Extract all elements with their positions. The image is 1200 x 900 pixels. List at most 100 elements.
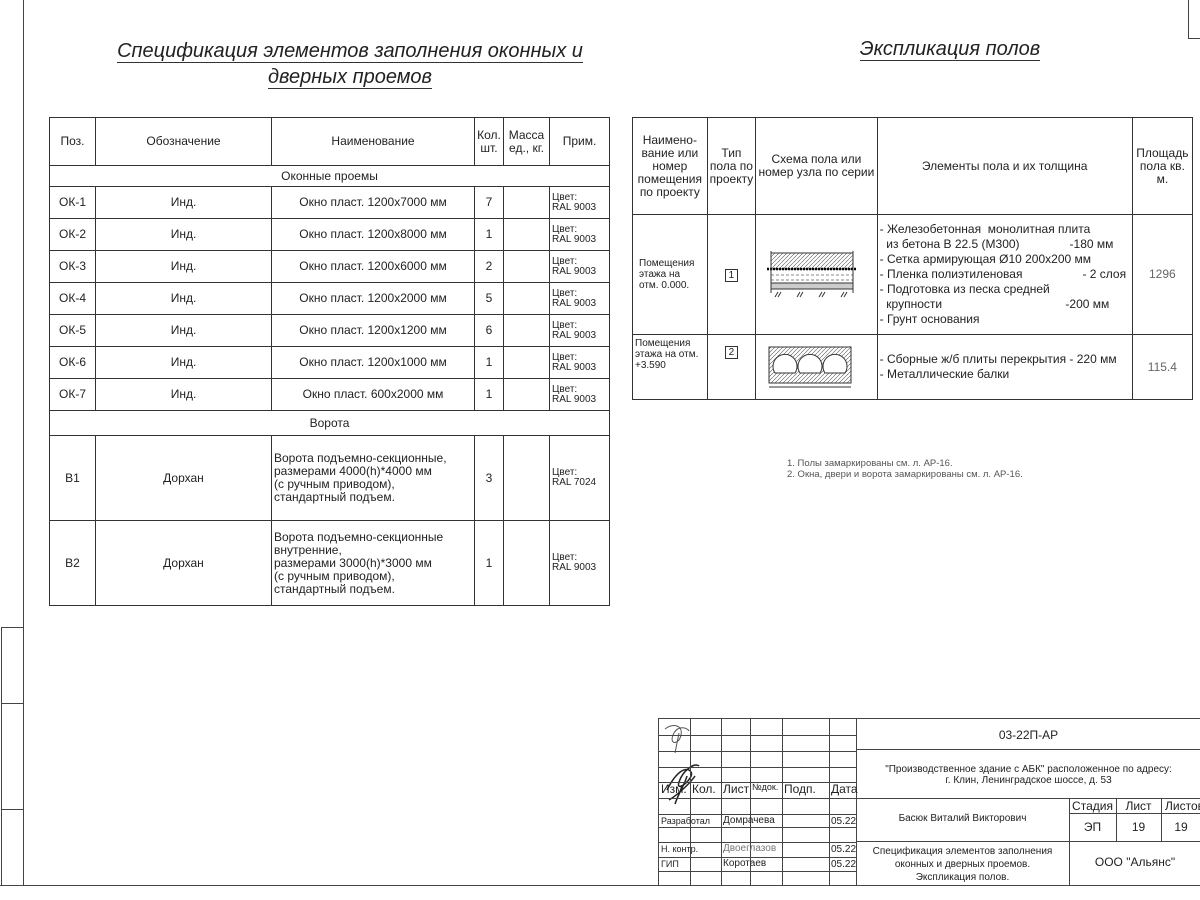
cell-note: Цвет: RAL 9003 <box>549 346 610 379</box>
stamp-text: Спецификация элементов заполнения <box>872 846 1053 857</box>
cell-name: Окно пласт. 1200х2000 мм <box>271 282 475 315</box>
stamp-text: Листов <box>1165 799 1200 813</box>
title-block: Изм. Кол. Лист №док. Подп. Дата Разработал Домр… <box>658 718 1200 886</box>
stamp-text: Басюк Виталий Викторович <box>898 813 1027 824</box>
cell-code: Инд. <box>95 378 272 411</box>
stamp-text: "Производственное здание с АБК" располож… <box>885 764 1172 775</box>
cell-qty: 7 <box>474 186 504 219</box>
notes: 1. Полы замаркированы см. л. АР-16. 2. Ок… <box>787 458 1023 480</box>
table-header: Наимено-вание или номер помещения по про… <box>632 117 1194 215</box>
stamp-text: ЭП <box>1083 820 1102 834</box>
cell-note: Цвет: RAL 9003 <box>549 520 610 606</box>
stamp-text: 03-22П-АР <box>998 728 1059 742</box>
cell-qty: 1 <box>474 218 504 251</box>
column-header: №док. <box>752 782 779 792</box>
section-gates: Ворота <box>49 410 610 436</box>
role: ГИП <box>661 859 679 869</box>
table-row: ОК-6 Инд. Окно пласт. 1200х1000 мм 1 Цвет: RA… <box>49 346 610 379</box>
cell-code: Инд. <box>95 346 272 379</box>
cell-qty: 2 <box>474 250 504 283</box>
cell-qty: 6 <box>474 314 504 347</box>
stamp-text: Экспликация полов. <box>915 872 1010 883</box>
cell-pos: ОК-3 <box>49 250 96 283</box>
cell-name: Окно пласт. 1200х1200 мм <box>271 314 475 347</box>
column-header: Лист <box>723 782 750 796</box>
cell-name: Окно пласт. 1200х6000 мм <box>271 250 475 283</box>
cell-qty: 1 <box>474 346 504 379</box>
floors-table: Наимено-вание или номер помещения по про… <box>632 117 1194 400</box>
stamp-text: оконных и дверных проемов. <box>894 859 1031 870</box>
cell-code: Инд. <box>95 218 272 251</box>
cell-name: Окно пласт. 1200х1000 мм <box>271 346 475 379</box>
cell-code: Дорхан <box>95 435 272 521</box>
cell-elements: - Железобетонная монолитная плита из бет… <box>876 214 1133 335</box>
name: Коротаев <box>723 858 767 869</box>
role: Разработал <box>661 816 710 826</box>
floor-type-badge: 2 <box>724 346 739 359</box>
cell-qty: 1 <box>474 378 504 411</box>
cell-pos: ОК-6 <box>49 346 96 379</box>
cell-note: Цвет: RAL 9003 <box>549 282 610 315</box>
cell-pos: ОК-5 <box>49 314 96 347</box>
table-row: ОК-1 Инд. Окно пласт. 1200х7000 мм 7 Цвет: RA… <box>49 186 610 219</box>
floor-scheme-2 <box>768 346 852 387</box>
cell-mass <box>503 282 550 315</box>
table-header: Поз. Обозначение Наименование Кол. шт. Масса… <box>49 117 610 166</box>
name: Двоеглазов <box>723 843 777 854</box>
company: ООО "Альянс" <box>1094 855 1176 869</box>
spec-title: Спецификация элементов заполнения оконны… <box>117 40 583 89</box>
cell-mass <box>503 346 550 379</box>
frame-border <box>23 0 24 885</box>
stamp-text: Лист <box>1125 799 1152 813</box>
stamp-text: Стадия <box>1072 799 1113 813</box>
cell-code: Инд. <box>95 250 272 283</box>
spec-table: Поз. Обозначение Наименование Кол. шт. Масса… <box>49 117 610 606</box>
column-header: Изм. <box>661 782 687 796</box>
cell-qty: 3 <box>474 435 504 521</box>
cell-name: Ворота подъемно-секционные внутренние, раз… <box>271 520 475 606</box>
side-stamp <box>1 627 2 885</box>
table-row: ОК-7 Инд. Окно пласт. 600х2000 мм 1 Цвет: RAL… <box>49 378 610 411</box>
cell-name: Окно пласт. 1200х7000 мм <box>271 186 475 219</box>
cell-pos: ОК-2 <box>49 218 96 251</box>
cell-pos: ОК-1 <box>49 186 96 219</box>
cell-mass <box>503 250 550 283</box>
floors-title: Экспликация полов <box>859 38 1041 61</box>
table-row: Помещения этажа на отм. +3.590 2 - Сборные… <box>632 334 1194 400</box>
name: Домрачева <box>723 815 775 826</box>
floor-scheme-1 <box>767 251 858 298</box>
table-row: В1 Дорхан Ворота подъемно-секционные, разме… <box>49 435 610 521</box>
cell-pos: В1 <box>49 435 96 521</box>
column-header: Кол. <box>692 782 716 796</box>
cell-qty: 5 <box>474 282 504 315</box>
cell-mass <box>503 218 550 251</box>
table-row: ОК-5 Инд. Окно пласт. 1200х1200 мм 6 Цвет: RA… <box>49 314 610 347</box>
cell-pos: ОК-4 <box>49 282 96 315</box>
date: 05.22 <box>831 816 857 827</box>
table-row: ОК-4 Инд. Окно пласт. 1200х2000 мм 5 Цвет: RA… <box>49 282 610 315</box>
cell-name: Окно пласт. 1200х8000 мм <box>271 218 475 251</box>
cell-mass <box>503 186 550 219</box>
table-row: ОК-3 Инд. Окно пласт. 1200х6000 мм 2 Цвет: RA… <box>49 250 610 283</box>
stamp-text: 19 <box>1131 820 1146 834</box>
cell-mass <box>503 378 550 411</box>
cell-note: Цвет: RAL 9003 <box>549 378 610 411</box>
cell-name: Окно пласт. 600х2000 мм <box>271 378 475 411</box>
cell-room: Помещения этажа на отм. 0.000. <box>632 214 708 335</box>
cell-note: Цвет: RAL 9003 <box>549 250 610 283</box>
section-windows: Оконные проемы <box>49 165 610 187</box>
cell-note: Цвет: RAL 9003 <box>549 218 610 251</box>
role: Н. контр. <box>661 844 699 854</box>
cell-elements: - Сборные ж/б плиты перекрытия - 220 мм -… <box>876 334 1133 400</box>
cell-code: Инд. <box>95 186 272 219</box>
frame-border <box>0 885 1200 886</box>
cell-area: 1296 <box>1131 214 1194 335</box>
cell-code: Инд. <box>95 314 272 347</box>
cell-code: Дорхан <box>95 520 272 606</box>
cell-room: Помещения этажа на отм. +3.590 <box>632 334 708 400</box>
date: 05.22 <box>831 859 857 870</box>
cell-mass <box>503 314 550 347</box>
column-header: Подп. <box>784 782 816 796</box>
cell-note: Цвет: RAL 7024 <box>549 435 610 521</box>
cell-pos: ОК-7 <box>49 378 96 411</box>
